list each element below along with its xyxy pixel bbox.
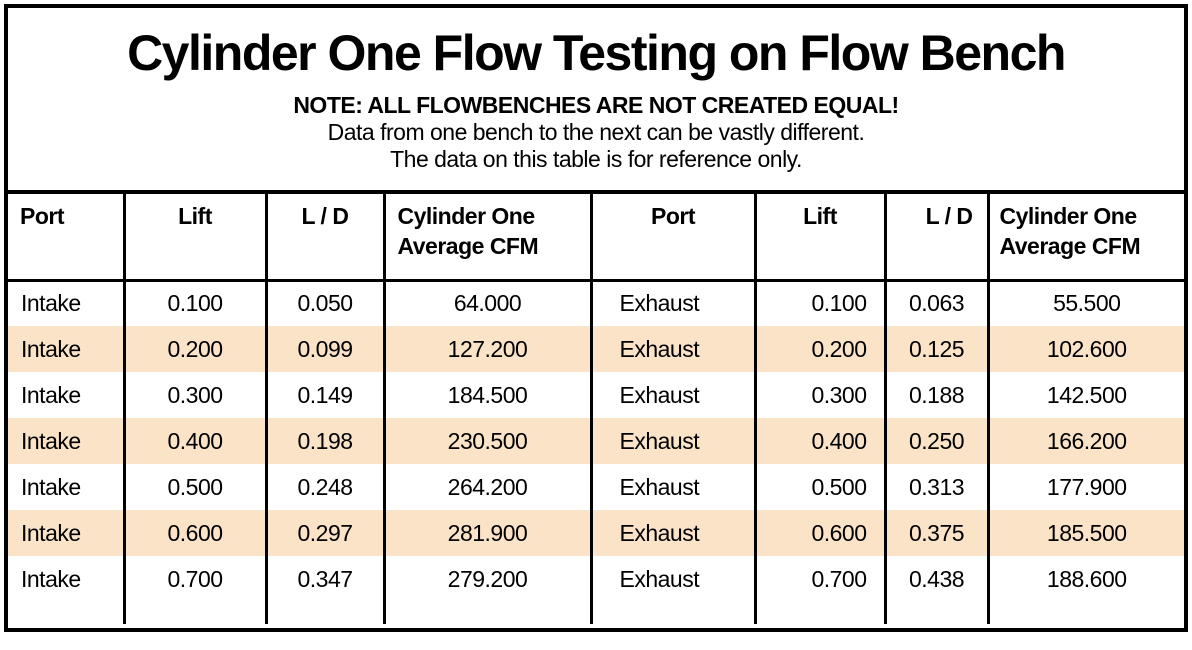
table-row: Intake 0.200 0.099 127.200 Exhaust 0.200… <box>8 326 1184 372</box>
cell-ld: 0.125 <box>883 326 988 372</box>
cell-ld: 0.248 <box>264 464 384 510</box>
cell-lift: 0.300 <box>753 372 885 418</box>
cell-cfm: 279.200 <box>382 556 591 624</box>
cell-lift: 0.700 <box>122 556 266 624</box>
cell-lift: 0.400 <box>753 418 885 464</box>
cell-ld: 0.099 <box>264 326 384 372</box>
table-row: Intake 0.300 0.149 184.500 Exhaust 0.300… <box>8 372 1184 418</box>
cell-port: Exhaust <box>589 372 755 418</box>
cell-port: Intake <box>8 326 124 372</box>
cell-ld: 0.188 <box>883 372 988 418</box>
table-row: Intake 0.500 0.248 264.200 Exhaust 0.500… <box>8 464 1184 510</box>
cell-port: Intake <box>8 510 124 556</box>
cell-lift: 0.600 <box>753 510 885 556</box>
column-header-lift-exhaust: Lift <box>753 192 885 282</box>
cell-ld: 0.050 <box>264 280 384 326</box>
table-frame: Cylinder One Flow Testing on Flow Bench … <box>4 4 1188 632</box>
cell-port: Intake <box>21 566 81 592</box>
cell-lift: 0.300 <box>122 372 266 418</box>
page-title: Cylinder One Flow Testing on Flow Bench <box>127 25 1066 81</box>
cell-cfm: 264.200 <box>382 464 591 510</box>
cell-ld: 0.347 <box>264 556 384 624</box>
cell-cfm: 102.600 <box>986 326 1184 372</box>
cell-cfm: 166.200 <box>986 418 1184 464</box>
cell-ld: 0.375 <box>883 510 988 556</box>
cell-cfm: 142.500 <box>986 372 1184 418</box>
header-row: Port Lift L / D Cylinder One Average CFM… <box>8 192 1184 282</box>
cell-ld: 0.149 <box>264 372 384 418</box>
flow-bench-table: Port Lift L / D Cylinder One Average CFM… <box>8 190 1184 624</box>
cell-ld: 0.063 <box>883 280 988 326</box>
note-line-3: The data on this table is for reference … <box>390 146 802 172</box>
cell-lift: 0.500 <box>753 464 885 510</box>
cell-cfm: 177.900 <box>986 464 1184 510</box>
cell-ld: 0.313 <box>883 464 988 510</box>
cell-ld: 0.250 <box>883 418 988 464</box>
column-header-port-intake: Port <box>8 192 124 282</box>
column-header-port-exhaust: Port <box>589 192 755 282</box>
cell-port: Exhaust <box>589 418 755 464</box>
cell-cfm: 184.500 <box>382 372 591 418</box>
column-header-cfm-exhaust: Cylinder One Average CFM <box>986 192 1184 282</box>
note-line-2: Data from one bench to the next can be v… <box>327 119 865 145</box>
cell-port: Exhaust <box>589 464 755 510</box>
cell-port: Exhaust <box>589 510 755 556</box>
cell-lift: 0.600 <box>122 510 266 556</box>
cell-lift: 0.400 <box>122 418 266 464</box>
cell-port: Intake <box>21 473 81 500</box>
table-row: Intake 0.100 0.050 64.000 Exhaust 0.100 … <box>8 280 1184 326</box>
note-line-1: NOTE: ALL FLOWBENCHES ARE NOT CREATED EQ… <box>293 92 899 118</box>
column-header-ld-intake: L / D <box>264 192 384 282</box>
cell-port: Exhaust <box>589 556 755 624</box>
cell-lift: 0.100 <box>122 280 266 326</box>
column-header-cfm-intake: Cylinder One Average CFM <box>382 192 591 282</box>
cell-cfm: 230.500 <box>382 418 591 464</box>
cell-lift: 0.700 <box>753 556 885 624</box>
table-row: Intake 0.400 0.198 230.500 Exhaust 0.400… <box>8 418 1184 464</box>
cell-port: Exhaust <box>589 280 755 326</box>
cell-cfm: 55.500 <box>986 280 1184 326</box>
cell-lift: 0.200 <box>753 326 885 372</box>
cell-ld: 0.438 <box>883 556 988 624</box>
cell-port: Exhaust <box>589 326 755 372</box>
cell-lift: 0.100 <box>753 280 885 326</box>
table-row: Intake 0.600 0.297 281.900 Exhaust 0.600… <box>8 510 1184 556</box>
table-row: Intake 0.700 0.347 279.200 Exhaust 0.700… <box>8 556 1184 624</box>
cell-port: Intake <box>21 290 81 317</box>
cell-cfm: 127.200 <box>382 326 591 372</box>
cell-cfm: 185.500 <box>986 510 1184 556</box>
cell-port: Intake <box>21 381 81 408</box>
cell-cfm: 188.600 <box>986 556 1184 624</box>
column-header-lift-intake: Lift <box>122 192 266 282</box>
title-block: Cylinder One Flow Testing on Flow Bench … <box>8 8 1184 190</box>
column-header-ld-exhaust: L / D <box>883 192 988 282</box>
cell-lift: 0.200 <box>122 326 266 372</box>
cell-lift: 0.500 <box>122 464 266 510</box>
cell-port: Intake <box>8 418 124 464</box>
cell-cfm: 281.900 <box>382 510 591 556</box>
cell-ld: 0.198 <box>264 418 384 464</box>
cell-cfm: 64.000 <box>382 280 591 326</box>
cell-ld: 0.297 <box>264 510 384 556</box>
